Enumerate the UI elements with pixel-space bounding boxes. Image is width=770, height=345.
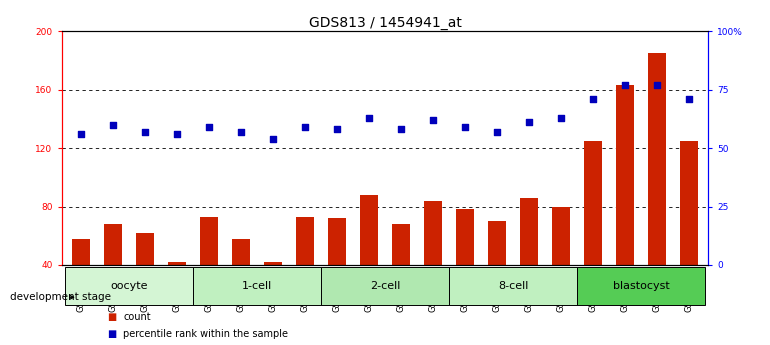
- Bar: [360, 195, 378, 265]
- Text: 8-cell: 8-cell: [498, 281, 528, 291]
- Text: blastocyst: blastocyst: [613, 281, 670, 291]
- Bar: [449, 267, 578, 305]
- Point: [651, 82, 663, 88]
- Title: GDS813 / 1454941_at: GDS813 / 1454941_at: [309, 16, 461, 30]
- Bar: [681, 141, 698, 265]
- Point: [299, 124, 311, 130]
- Point: [139, 129, 151, 135]
- Bar: [200, 217, 218, 265]
- Bar: [552, 207, 570, 265]
- Point: [459, 124, 471, 130]
- Point: [363, 115, 375, 120]
- Text: 2-cell: 2-cell: [370, 281, 400, 291]
- Point: [75, 131, 87, 137]
- Bar: [488, 221, 506, 265]
- Point: [331, 127, 343, 132]
- Text: ■: ■: [107, 312, 116, 322]
- Text: ■: ■: [107, 329, 116, 339]
- Bar: [392, 224, 410, 265]
- Point: [395, 127, 407, 132]
- Point: [107, 122, 119, 127]
- Point: [491, 129, 504, 135]
- Point: [683, 96, 695, 102]
- Point: [171, 131, 183, 137]
- Bar: [192, 267, 321, 305]
- Point: [619, 82, 631, 88]
- Bar: [616, 85, 634, 265]
- Bar: [584, 141, 602, 265]
- Bar: [521, 198, 538, 265]
- Bar: [168, 262, 186, 265]
- Point: [523, 119, 535, 125]
- Bar: [578, 267, 705, 305]
- Text: 1-cell: 1-cell: [242, 281, 272, 291]
- Bar: [65, 267, 192, 305]
- Point: [266, 136, 279, 141]
- Bar: [232, 239, 249, 265]
- Bar: [321, 267, 449, 305]
- Bar: [457, 209, 474, 265]
- Bar: [296, 217, 313, 265]
- Bar: [72, 239, 89, 265]
- Text: count: count: [123, 312, 151, 322]
- Point: [555, 115, 567, 120]
- Bar: [648, 53, 666, 265]
- Text: development stage: development stage: [10, 292, 111, 302]
- Point: [203, 124, 215, 130]
- Bar: [328, 218, 346, 265]
- Text: oocyte: oocyte: [110, 281, 148, 291]
- Point: [587, 96, 599, 102]
- Point: [427, 117, 439, 123]
- Bar: [424, 201, 442, 265]
- Point: [235, 129, 247, 135]
- Bar: [136, 233, 154, 265]
- Bar: [264, 262, 282, 265]
- Bar: [104, 224, 122, 265]
- Text: percentile rank within the sample: percentile rank within the sample: [123, 329, 288, 339]
